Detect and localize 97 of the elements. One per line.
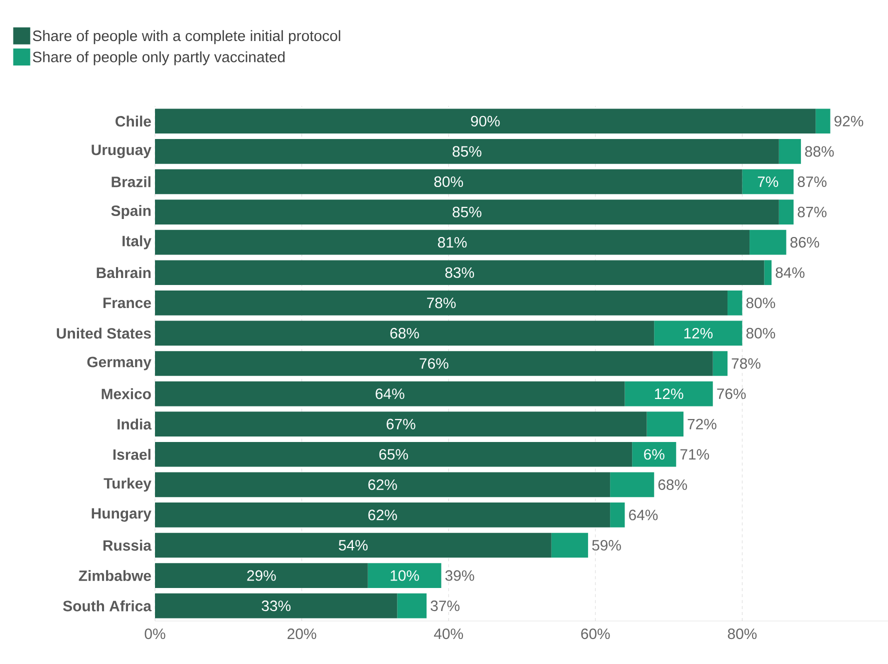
y-tick-label: Turkey	[104, 478, 152, 492]
x-tick-label: 0%	[144, 628, 166, 640]
data-label: 85%	[452, 146, 482, 157]
total-label: 76%	[717, 388, 746, 400]
data-label: 29%	[247, 570, 276, 581]
data-label: 62%	[368, 479, 397, 490]
data-label: 10%	[390, 570, 419, 581]
data-label: 90%	[471, 116, 500, 126]
bar	[155, 290, 728, 316]
bar	[155, 532, 552, 558]
bar	[397, 593, 427, 618]
total-label: 78%	[732, 358, 760, 369]
total-label: 86%	[790, 237, 820, 248]
total-label: 37%	[430, 600, 460, 612]
data-label: 68%	[390, 328, 419, 338]
bar	[155, 593, 398, 618]
bar	[750, 230, 786, 255]
bar	[728, 290, 742, 316]
bar	[778, 200, 794, 224]
total-label: 68%	[658, 479, 688, 490]
bar	[155, 412, 647, 437]
data-label: 78%	[427, 298, 456, 308]
bar	[155, 381, 625, 406]
data-label: 12%	[684, 328, 713, 338]
data-label: 54%	[338, 540, 368, 551]
y-tick-label: Israel	[113, 448, 150, 460]
bar	[155, 442, 632, 467]
bar	[610, 502, 625, 528]
y-tick-label: Chile	[116, 116, 151, 127]
bar	[764, 260, 772, 286]
data-label: 81%	[438, 237, 467, 248]
total-label: 87%	[798, 176, 826, 188]
total-label: 88%	[805, 146, 834, 157]
data-label: 64%	[376, 388, 404, 400]
x-tick-label: 40%	[434, 628, 464, 640]
data-label: 83%	[445, 267, 474, 278]
bar	[155, 108, 816, 134]
y-tick-label: Italy	[122, 235, 152, 250]
bar	[155, 563, 368, 588]
bar	[624, 381, 713, 406]
data-label: 6%	[644, 449, 664, 460]
total-label: 71%	[680, 449, 710, 460]
y-tick-label: Germany	[87, 356, 152, 370]
data-label: 7%	[758, 176, 778, 187]
bar	[155, 502, 610, 528]
legend-label: Share of people only partly vaccinated	[32, 51, 285, 66]
x-tick-label: 20%	[288, 628, 316, 640]
y-tick-label: Uruguay	[92, 144, 152, 158]
y-tick-label: United States	[56, 328, 151, 339]
bar	[368, 563, 442, 588]
y-tick-label: Zimbabwe	[78, 570, 151, 582]
y-tick-label: France	[103, 298, 151, 308]
x-tick-label: 80%	[728, 628, 757, 640]
total-label: 64%	[629, 510, 658, 520]
y-tick-label: Brazil	[112, 176, 150, 188]
data-label: 12%	[654, 388, 684, 400]
bar	[712, 351, 728, 376]
data-label: 67%	[386, 418, 416, 430]
bar	[632, 442, 676, 467]
data-label: 76%	[420, 358, 448, 369]
total-label: 59%	[592, 540, 621, 551]
bar	[155, 200, 779, 224]
bar	[155, 139, 779, 164]
total-label: 39%	[445, 570, 474, 581]
legend-label: Share of people with a complete initial protocol	[32, 30, 340, 44]
data-label: 65%	[379, 449, 408, 460]
bar	[610, 472, 654, 498]
data-label: 85%	[452, 206, 482, 218]
total-label: 92%	[834, 116, 864, 126]
bar	[551, 532, 588, 558]
bar	[155, 230, 750, 255]
data-label: 33%	[262, 600, 291, 612]
bar	[155, 169, 742, 194]
bar	[155, 260, 764, 286]
y-tick-label: Hungary	[92, 508, 152, 522]
total-label: 80%	[746, 298, 776, 308]
y-tick-label: Spain	[111, 205, 151, 219]
bar	[816, 108, 830, 134]
data-label: 62%	[368, 510, 397, 520]
y-tick-label: South Africa	[63, 600, 152, 612]
total-label: 80%	[746, 328, 776, 338]
bar	[155, 320, 654, 346]
bar	[646, 412, 684, 437]
bar	[778, 139, 801, 164]
total-label: 72%	[688, 418, 716, 430]
data-label: 80%	[434, 176, 464, 188]
y-tick-label: India	[118, 418, 152, 430]
y-tick-label: Russia	[103, 540, 152, 551]
bar	[155, 472, 610, 498]
x-tick-label: 60%	[581, 628, 610, 640]
bar	[155, 351, 713, 376]
bar	[654, 320, 742, 346]
total-label: 87%	[798, 206, 826, 218]
bar	[742, 169, 794, 194]
y-tick-label: Mexico	[102, 388, 151, 400]
total-label: 84%	[776, 267, 804, 278]
y-tick-label: Bahrain	[96, 267, 151, 278]
